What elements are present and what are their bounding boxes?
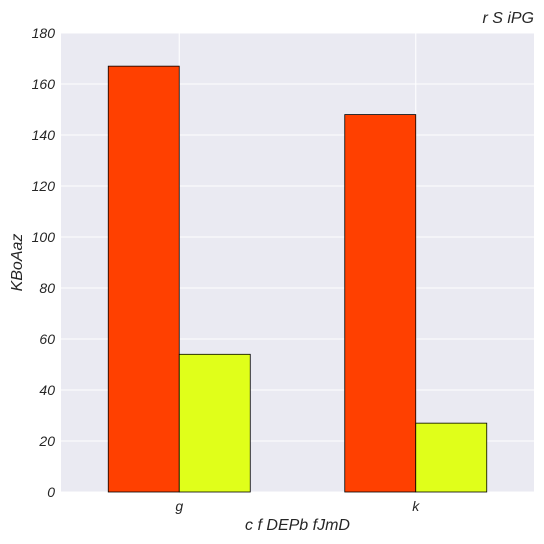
y-tick-label: 60 — [39, 331, 55, 347]
bar-series2-g — [178, 353, 251, 493]
bar-series2-k — [415, 422, 488, 493]
y-tick-label: 180 — [32, 25, 56, 41]
y-tick-label: 40 — [39, 382, 55, 398]
x-tick-label-g: g — [175, 498, 183, 514]
chart-title: r S iPG — [482, 10, 534, 27]
y-axis-label: KBoAaz — [9, 234, 26, 292]
y-tick-label: 120 — [32, 178, 56, 194]
y-tick-label: 0 — [47, 484, 55, 500]
y-tick-label: 80 — [39, 280, 55, 296]
y-tick-labels: 0 20 40 60 80 100 120 140 160 180 — [32, 25, 56, 500]
bar-series1-g — [107, 65, 180, 493]
bar-series1-k — [344, 114, 417, 493]
y-tick-label: 140 — [32, 127, 56, 143]
bars — [107, 65, 488, 493]
x-tick-label-k: k — [412, 498, 420, 514]
x-axis-label: c f DEPb fJmD — [245, 517, 350, 534]
y-tick-label: 160 — [32, 76, 56, 92]
y-tick-label: 20 — [38, 433, 55, 449]
y-tick-label: 100 — [32, 229, 56, 245]
